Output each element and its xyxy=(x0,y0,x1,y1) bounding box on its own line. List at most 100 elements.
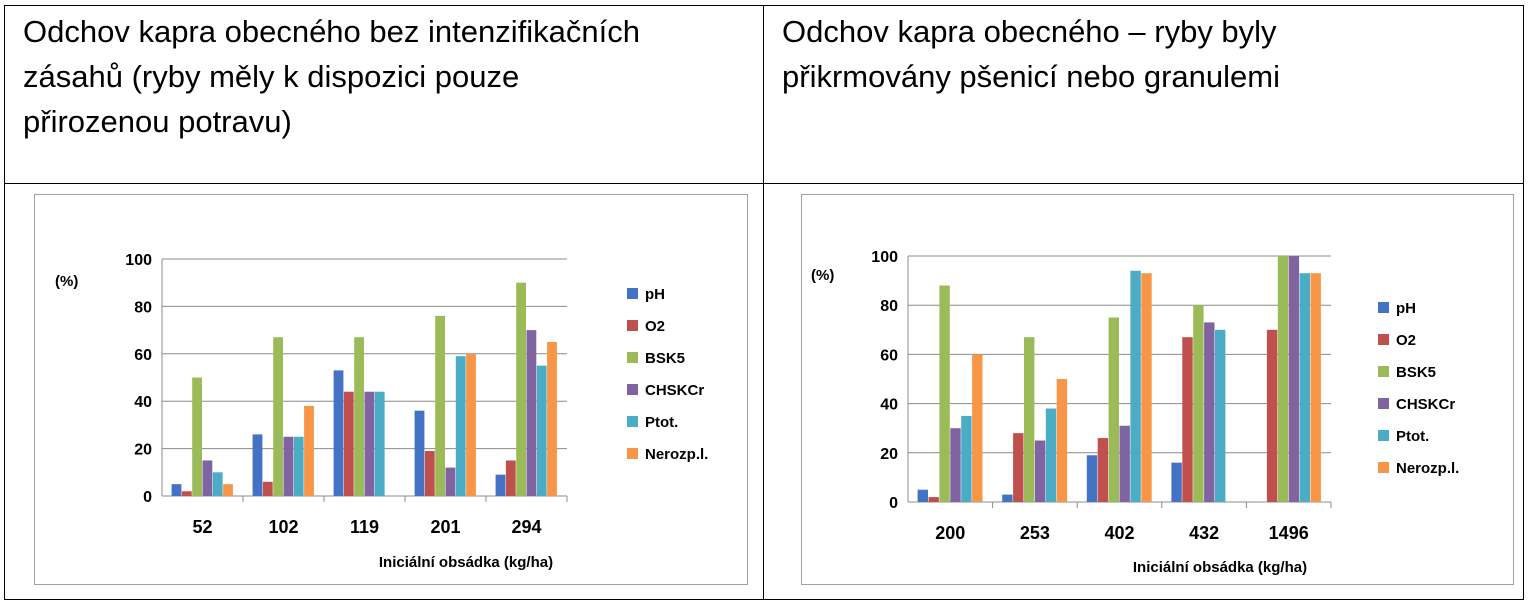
y-axis-label: (%) xyxy=(811,267,834,284)
bar xyxy=(1182,337,1193,502)
bar xyxy=(445,467,456,496)
bar xyxy=(961,415,972,502)
bar xyxy=(333,370,344,496)
bar xyxy=(972,354,983,502)
bar xyxy=(1056,379,1068,502)
y-tick-label: 60 xyxy=(134,347,152,364)
table-column-divider xyxy=(763,5,764,600)
x-tick-label: 402 xyxy=(1104,523,1134,543)
bar xyxy=(1013,433,1024,502)
header-left-line: Odchov kapra obecného bez intenzifikační… xyxy=(23,14,640,49)
header-left: Odchov kapra obecného bez intenzifikační… xyxy=(23,9,753,144)
bar xyxy=(1024,337,1035,502)
bar xyxy=(262,481,273,496)
bar xyxy=(917,489,928,502)
x-tick-label: 432 xyxy=(1189,523,1219,543)
header-right: Odchov kapra obecného – ryby byly přikrm… xyxy=(782,9,1512,99)
bar xyxy=(536,365,547,496)
legend-swatch xyxy=(1378,366,1389,377)
bar xyxy=(435,315,445,496)
bar xyxy=(526,330,537,496)
bar xyxy=(252,434,263,496)
bar xyxy=(1141,273,1152,502)
y-tick-label: 40 xyxy=(880,397,898,414)
legend-swatch xyxy=(627,448,638,459)
bar xyxy=(374,391,385,496)
bar xyxy=(1002,494,1013,502)
bar xyxy=(424,450,435,496)
bar xyxy=(1097,438,1109,502)
legend-label: O2 xyxy=(645,318,665,335)
legend-swatch xyxy=(627,384,638,395)
legend-label: BSK5 xyxy=(645,350,685,367)
x-tick-label: 52 xyxy=(192,517,212,537)
bar xyxy=(1299,273,1310,502)
legend-label: Nerozp.l. xyxy=(1396,460,1459,477)
legend-label: Ptot. xyxy=(645,414,678,431)
bar xyxy=(283,436,294,496)
chart-right-svg: 0 20 40 60 80 100 (%) 200 253 402 432 1496 Iniciální… xyxy=(811,249,1459,576)
legend-swatch xyxy=(1378,334,1389,345)
y-tick-label: 40 xyxy=(134,394,152,411)
legend-swatch xyxy=(627,288,638,299)
bar xyxy=(223,484,233,496)
bar xyxy=(547,341,557,496)
table-row-divider xyxy=(4,183,1524,184)
x-tick-label: 294 xyxy=(511,517,541,537)
header-right-line: přikrmovány pšenicí nebo granulemi xyxy=(782,59,1280,94)
legend-label: pH xyxy=(1396,300,1416,317)
x-tick-label: 1496 xyxy=(1269,523,1309,543)
x-tick-label: 102 xyxy=(268,517,298,537)
bar xyxy=(1130,270,1141,502)
legend-label: Ptot. xyxy=(1396,428,1429,445)
x-tick-label: 200 xyxy=(935,523,965,543)
bar xyxy=(181,491,192,496)
y-tick-label: 60 xyxy=(880,347,898,364)
bar xyxy=(414,410,425,496)
bar xyxy=(354,337,364,496)
legend-swatch xyxy=(1378,430,1389,441)
x-tick-label: 119 xyxy=(350,517,379,537)
bar xyxy=(505,460,516,496)
x-axis-label: Iniciální obsádka (kg/ha) xyxy=(1133,559,1307,576)
legend-label: pH xyxy=(645,286,665,303)
y-tick-label: 20 xyxy=(880,446,898,463)
bar xyxy=(1119,425,1130,502)
legend-swatch xyxy=(627,352,638,363)
bar xyxy=(1086,455,1098,502)
y-tick-label: 0 xyxy=(143,489,152,506)
y-tick-label: 0 xyxy=(889,495,898,512)
legend-label: CHSKCr xyxy=(1396,396,1455,413)
bar xyxy=(1108,317,1119,502)
y-tick-label: 20 xyxy=(134,442,152,459)
bar xyxy=(939,285,950,502)
bar xyxy=(1215,329,1226,502)
bar xyxy=(1277,256,1289,502)
chart-left-svg: 0 20 40 60 80 100 (%) 52 102 119 201 294 Iniciální o… xyxy=(55,252,708,571)
bar xyxy=(928,497,939,502)
bar xyxy=(293,436,304,496)
legend-swatch xyxy=(627,416,638,427)
bar xyxy=(202,460,213,496)
x-tick-label: 201 xyxy=(430,517,460,537)
y-axis-label: (%) xyxy=(55,273,78,290)
legend-swatch xyxy=(1378,398,1389,409)
bar xyxy=(455,356,466,496)
bar xyxy=(212,472,223,496)
legend-swatch xyxy=(1378,462,1389,473)
header-right-line: Odchov kapra obecného – ryby byly xyxy=(782,14,1277,49)
legend-label: CHSKCr xyxy=(645,382,704,399)
bar xyxy=(1045,408,1057,502)
bar xyxy=(516,282,526,496)
bar xyxy=(304,405,314,496)
bar xyxy=(364,391,375,496)
y-tick-label: 80 xyxy=(880,298,898,315)
y-tick-label: 100 xyxy=(871,249,898,266)
header-left-line: přirozenou potravu) xyxy=(23,104,292,139)
y-tick-label: 80 xyxy=(134,299,152,316)
x-axis-label: Iniciální obsádka (kg/ha) xyxy=(379,554,553,571)
y-tick-label: 100 xyxy=(125,252,152,269)
bar xyxy=(1171,462,1182,502)
legend-label: Nerozp.l. xyxy=(645,446,708,463)
chart-left: 0 20 40 60 80 100 (%) 52 102 119 201 294 Iniciální o… xyxy=(34,194,748,585)
